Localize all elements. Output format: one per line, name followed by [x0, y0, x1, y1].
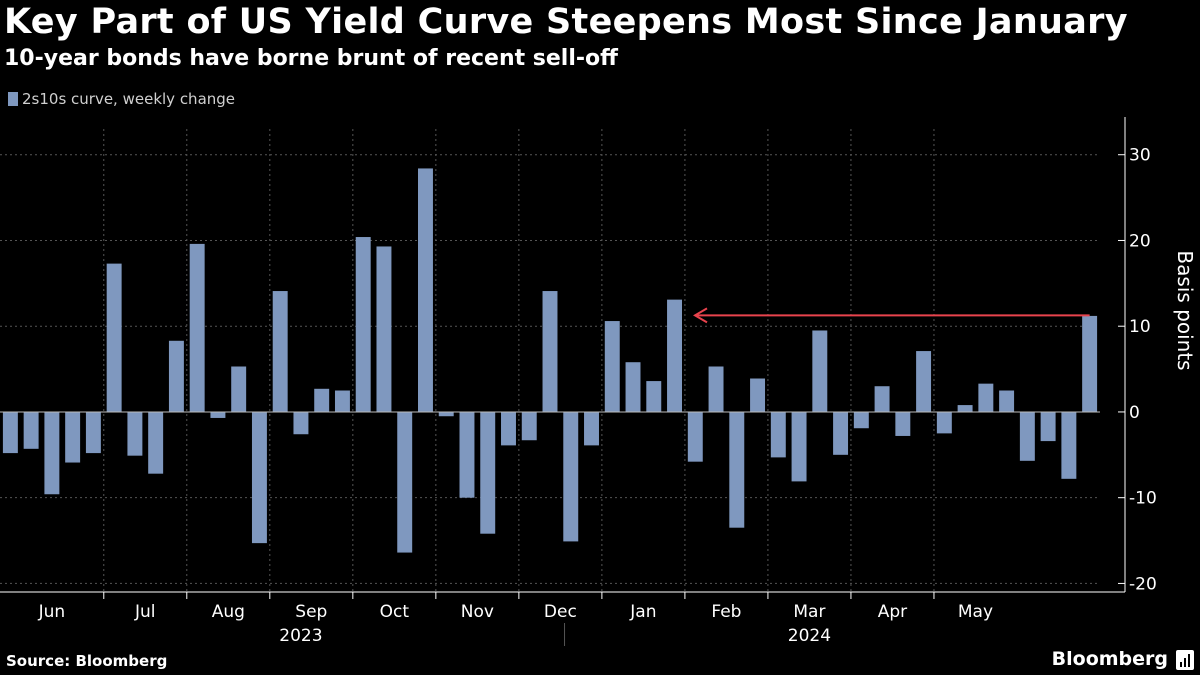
- legend-swatch: [8, 92, 18, 106]
- x-year-label: 2023: [279, 626, 322, 646]
- bar: [625, 362, 641, 412]
- x-month-label: Oct: [380, 602, 410, 622]
- bar: [501, 411, 516, 446]
- bar: [314, 388, 330, 412]
- bar: [1019, 411, 1035, 461]
- x-month-label: Mar: [793, 602, 825, 622]
- bar: [521, 411, 537, 441]
- x-month-label: Apr: [878, 602, 907, 622]
- bloomberg-terminal-icon: [1176, 650, 1194, 670]
- x-month-label: Nov: [461, 602, 494, 622]
- bar: [272, 291, 288, 412]
- bar: [23, 411, 39, 449]
- bar: [334, 390, 350, 412]
- bar: [459, 411, 475, 498]
- bar: [1040, 411, 1056, 442]
- y-tick-label: 30: [1129, 146, 1151, 166]
- brand-wordmark: Bloomberg: [1051, 648, 1168, 670]
- bar: [438, 411, 454, 417]
- chart-title: Key Part of US Yield Curve Steepens Most…: [4, 2, 1128, 42]
- y-tick-label: 0: [1129, 403, 1140, 423]
- bar: [542, 291, 558, 412]
- bar: [127, 411, 143, 456]
- bar: [791, 411, 807, 482]
- bar: [646, 381, 662, 412]
- bar: [376, 246, 392, 412]
- bar: [2, 411, 18, 454]
- chart-subtitle: 10-year bonds have borne brunt of recent…: [4, 46, 618, 71]
- bar: [916, 351, 932, 412]
- bar: [667, 299, 682, 412]
- x-month-label: Jul: [134, 602, 156, 622]
- bar: [604, 321, 620, 412]
- bar: [833, 411, 849, 455]
- chart-legend: 2s10s curve, weekly change: [8, 90, 235, 108]
- bar: [957, 405, 973, 412]
- y-axis-label: Basis points: [1173, 250, 1197, 370]
- x-month-label: Sep: [295, 602, 327, 622]
- x-month-label: May: [958, 602, 993, 622]
- bar: [750, 378, 766, 412]
- bar: [106, 263, 122, 412]
- bar: [65, 411, 81, 463]
- bar: [936, 411, 952, 434]
- bar: [812, 330, 828, 412]
- bar: [1082, 315, 1098, 412]
- y-tick-label: 20: [1129, 231, 1151, 251]
- x-month-label: Feb: [711, 602, 741, 622]
- bar: [563, 411, 579, 542]
- bar: [210, 411, 226, 418]
- y-tick-label: -10: [1129, 489, 1157, 509]
- bar: [85, 411, 101, 454]
- bar: [148, 411, 164, 474]
- bar: [168, 340, 184, 412]
- x-month-label: Aug: [212, 602, 245, 622]
- bar: [978, 383, 994, 412]
- bar: [895, 411, 911, 436]
- bar: [770, 411, 786, 458]
- legend-label: 2s10s curve, weekly change: [22, 90, 236, 108]
- bar: [251, 411, 267, 544]
- y-tick-label: 10: [1129, 317, 1151, 337]
- x-month-label: Dec: [544, 602, 577, 622]
- bar: [584, 411, 599, 446]
- source-note: Source: Bloomberg: [6, 652, 168, 670]
- annotation-arrow-head: [693, 307, 708, 324]
- bar: [355, 237, 371, 412]
- bar: [1061, 411, 1077, 479]
- bar: [999, 390, 1015, 412]
- x-year-label: 2024: [788, 626, 831, 646]
- bar: [189, 243, 205, 412]
- bar: [44, 411, 60, 495]
- bar: [231, 366, 247, 412]
- bar: [397, 411, 413, 553]
- bar: [293, 411, 309, 435]
- bar: [418, 168, 433, 412]
- bar: [874, 386, 890, 412]
- bar: [480, 411, 496, 534]
- x-month-label: Jun: [38, 602, 66, 622]
- bar: [708, 366, 724, 412]
- bar: [687, 411, 703, 462]
- bar: [729, 411, 745, 528]
- bar: [853, 411, 869, 429]
- x-month-label: Jan: [629, 602, 656, 622]
- y-tick-label: -20: [1129, 574, 1157, 594]
